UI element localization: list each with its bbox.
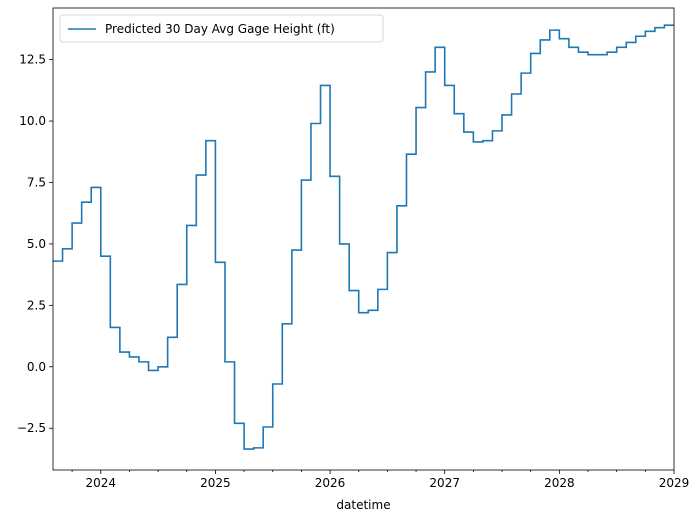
legend-label: Predicted 30 Day Avg Gage Height (ft) bbox=[105, 22, 335, 36]
y-tick-label: 10.0 bbox=[19, 114, 46, 128]
series-line bbox=[53, 24, 674, 450]
y-tick-label: −2.5 bbox=[17, 421, 46, 435]
y-tick-label: 7.5 bbox=[27, 175, 46, 189]
x-tick-label: 2025 bbox=[200, 476, 231, 490]
y-tick-label: 5.0 bbox=[27, 237, 46, 251]
x-tick-label: 2026 bbox=[315, 476, 346, 490]
plot-frame bbox=[52, 7, 675, 471]
x-tick-label: 2029 bbox=[659, 476, 690, 490]
x-axis-label: datetime bbox=[336, 498, 390, 512]
x-tick-label: 2027 bbox=[429, 476, 460, 490]
x-tick-label: 2024 bbox=[85, 476, 116, 490]
y-tick-label: 12.5 bbox=[19, 53, 46, 67]
y-tick-label: 2.5 bbox=[27, 298, 46, 312]
legend-box bbox=[59, 14, 384, 43]
y-tick-label: 0.0 bbox=[27, 360, 46, 374]
x-tick-label: 2028 bbox=[544, 476, 575, 490]
